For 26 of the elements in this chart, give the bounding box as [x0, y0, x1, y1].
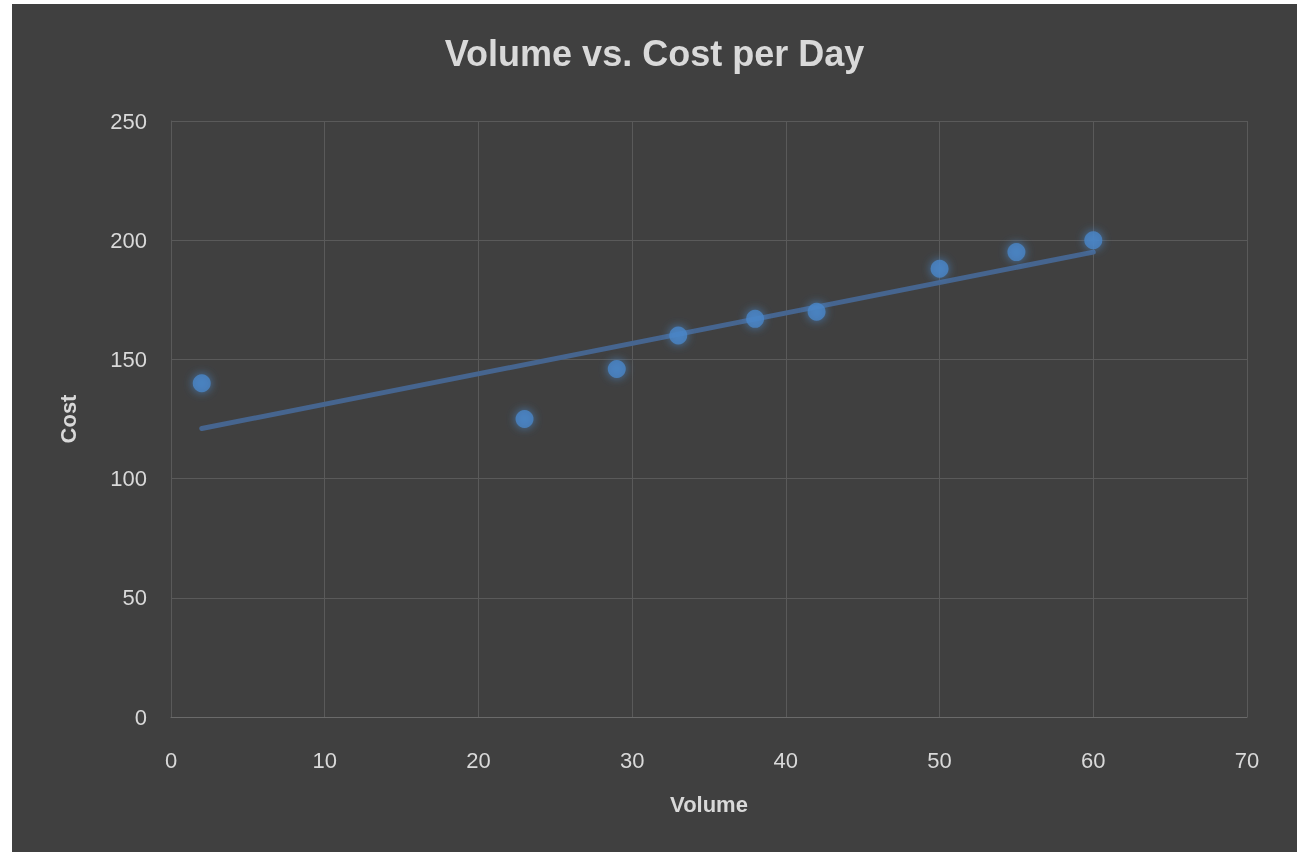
y-tick-label: 200 — [110, 227, 147, 253]
x-tick-label: 30 — [619, 747, 645, 773]
x-tick-label: 60 — [1081, 747, 1106, 773]
point — [807, 302, 826, 321]
point — [1007, 243, 1026, 262]
y-tick-label: 100 — [110, 466, 147, 492]
x-axis-title: Volume — [670, 791, 748, 817]
y-tick-label: 0 — [134, 704, 147, 730]
point — [746, 309, 765, 328]
x-tick-label: 70 — [1234, 747, 1260, 773]
x-tick-label: 10 — [312, 747, 337, 773]
x-tick-label: 20 — [466, 747, 491, 773]
y-tick-label: 50 — [122, 585, 147, 611]
point — [669, 326, 688, 345]
x-tick-label: 40 — [773, 747, 799, 773]
point — [1084, 231, 1103, 250]
chart-title: Volume vs. Cost per Day — [444, 32, 865, 74]
y-tick-label: 150 — [110, 346, 147, 372]
y-tick-label: 250 — [110, 108, 147, 134]
point — [515, 410, 534, 428]
point — [930, 259, 949, 278]
x-tick-label: 0 — [164, 747, 178, 773]
point — [607, 359, 626, 378]
y-axis-title: Cost — [55, 393, 81, 444]
x-tick-label: 50 — [927, 747, 952, 773]
point — [192, 374, 211, 393]
